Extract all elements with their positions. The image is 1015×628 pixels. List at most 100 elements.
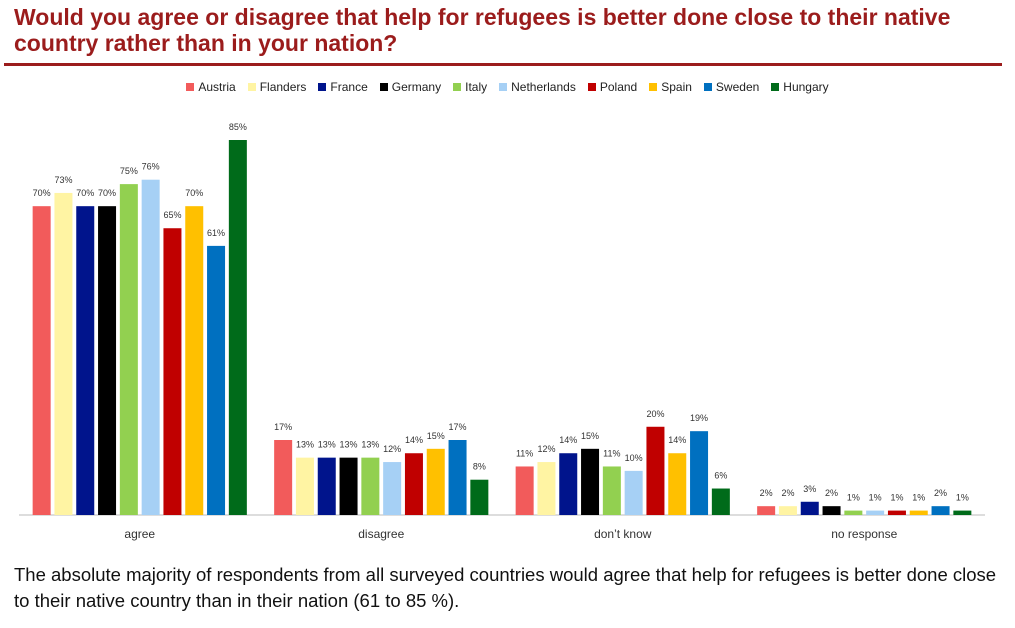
bar [953, 510, 972, 515]
bar [470, 479, 489, 515]
legend-label: France [330, 80, 368, 94]
legend-item: Germany [379, 80, 442, 94]
legend-swatch [247, 83, 256, 91]
bar [207, 245, 226, 515]
bar [690, 431, 709, 515]
legend-item: Italy [453, 80, 487, 94]
data-label: 75% [120, 166, 138, 176]
data-label: 10% [625, 453, 643, 463]
data-label: 1% [869, 493, 882, 503]
bar [32, 206, 51, 516]
legend-item: Poland [587, 80, 638, 94]
bar [931, 506, 950, 515]
legend: Austria Flanders France Germany Italy Netherl… [0, 80, 1015, 94]
bar [185, 206, 204, 516]
bar [778, 506, 797, 515]
bar [800, 501, 819, 515]
data-label: 1% [912, 493, 925, 503]
data-label: 70% [76, 188, 94, 198]
footer-text: The absolute majority of respondents fro… [14, 564, 997, 611]
data-label: 15% [581, 431, 599, 441]
bar [448, 440, 467, 515]
legend-item: Hungary [771, 80, 829, 94]
legend-label: Netherlands [511, 80, 576, 94]
data-label: 61% [207, 228, 225, 238]
bar [404, 453, 423, 515]
data-label: 2% [934, 488, 947, 498]
legend-swatch [453, 83, 462, 91]
data-label: 14% [668, 435, 686, 445]
legend-label: Flanders [259, 80, 307, 94]
bar [866, 510, 885, 515]
bar [711, 488, 730, 515]
bar [515, 466, 534, 515]
bar [54, 192, 73, 516]
data-label: 65% [163, 210, 181, 220]
bar [887, 510, 906, 515]
data-label: 73% [54, 175, 72, 185]
bar [119, 184, 138, 515]
bar [822, 506, 841, 515]
legend-item: Austria [186, 80, 236, 94]
bar [602, 466, 621, 515]
data-label: 13% [296, 440, 314, 450]
x-tick-label: agree [124, 527, 155, 541]
data-label: 11% [603, 448, 620, 458]
legend-swatch [649, 83, 658, 91]
title-rule [4, 63, 1002, 66]
legend-item: Flanders [247, 80, 307, 94]
bar [909, 510, 928, 515]
x-tick-label: no response [831, 527, 897, 541]
data-label: 70% [33, 188, 51, 198]
data-label: 70% [185, 188, 203, 198]
bar [426, 448, 445, 515]
data-label: 12% [537, 444, 555, 454]
data-label: 17% [274, 422, 292, 432]
bar [757, 506, 776, 515]
data-label: 2% [760, 488, 773, 498]
data-label: 12% [383, 444, 401, 454]
data-label: 13% [361, 440, 379, 450]
bar [361, 457, 380, 515]
bar [163, 228, 182, 515]
bar [295, 457, 314, 515]
bar [559, 453, 578, 515]
bar [141, 179, 160, 516]
bar [76, 206, 95, 516]
legend-label: Spain [661, 80, 692, 94]
legend-label: Italy [465, 80, 488, 94]
legend-swatch [587, 83, 596, 91]
data-label: 11% [516, 448, 533, 458]
legend-swatch [499, 83, 508, 91]
data-label: 8% [473, 462, 486, 472]
bar [317, 457, 336, 515]
chart-title: Would you agree or disagree that help fo… [14, 4, 951, 56]
legend-item: Spain [649, 80, 692, 94]
legend-label: Sweden [715, 80, 760, 94]
data-label: 1% [847, 493, 860, 503]
data-label: 85% [229, 122, 247, 132]
bar [274, 440, 293, 515]
data-label: 2% [781, 488, 794, 498]
legend-label: Austria [198, 80, 236, 94]
bar [98, 206, 117, 516]
x-tick-label: disagree [358, 527, 404, 541]
legend-swatch [186, 83, 195, 91]
data-label: 19% [690, 413, 708, 423]
data-label: 6% [714, 471, 727, 481]
legend-item: France [318, 80, 368, 94]
data-label: 76% [142, 162, 160, 172]
bar [383, 462, 402, 515]
legend-label: Germany [391, 80, 442, 94]
bar [624, 470, 643, 515]
data-label: 14% [559, 435, 577, 445]
bar [339, 457, 358, 515]
data-label: 2% [825, 488, 838, 498]
data-label: 1% [956, 493, 969, 503]
x-tick-label: don’t know [594, 527, 652, 541]
data-label: 13% [340, 440, 358, 450]
legend-label: Poland [599, 80, 638, 94]
data-label: 70% [98, 188, 116, 198]
